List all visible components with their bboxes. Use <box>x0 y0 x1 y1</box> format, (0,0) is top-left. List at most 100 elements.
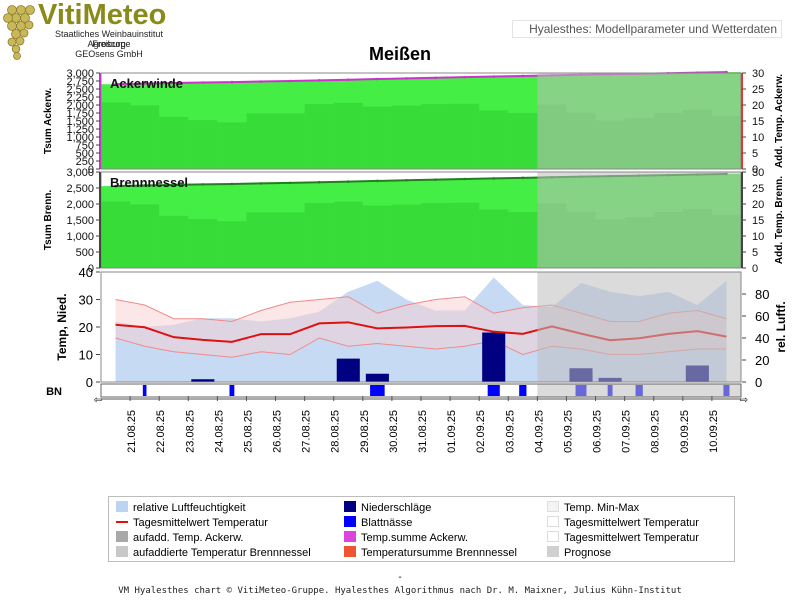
tsum-point <box>376 179 379 183</box>
plot-border <box>100 271 742 383</box>
legend-swatch <box>344 546 356 557</box>
daily-temp-bar <box>391 105 421 169</box>
daily-temp-bar <box>217 221 247 268</box>
legend-item: Temperatursumme Brennnessel <box>344 546 517 560</box>
y-tick-label-left: 40 <box>79 265 93 280</box>
precip-bar <box>365 373 389 382</box>
y-tick-label-left: 20 <box>79 320 93 335</box>
grape-logo-icon <box>3 5 35 60</box>
scroll-left-icon: ⇦ <box>94 395 102 406</box>
daily-temp-bar <box>130 105 160 169</box>
logo-line-2: Agroscope <box>87 39 131 49</box>
daily-temp-bar <box>421 104 451 169</box>
logo-line-3: GEOsens GmbH <box>75 49 143 59</box>
y-axis-label-right: Add. Temp. Brenn. <box>774 176 785 264</box>
scroll-right-icon: ⇨ <box>740 395 748 406</box>
bn-label: BN <box>46 386 62 398</box>
legend-swatch <box>547 516 559 527</box>
y-tick-label-left: 0 <box>88 263 94 275</box>
panel-label: Brennnessel <box>110 175 188 190</box>
tsum-point <box>172 183 176 187</box>
tsum-point <box>434 178 437 181</box>
x-tick-label: 04.09.25 <box>533 410 545 453</box>
daily-temp-bar <box>130 204 160 268</box>
legend-swatch <box>344 501 356 512</box>
y-tick-label-left: 30 <box>79 293 93 308</box>
chart-canvas: Ackerwinde02505007501,0001,2501,5001,750… <box>43 68 788 453</box>
legend-label: Tagesmittelwert Temperatur <box>564 517 699 529</box>
chart-title: Meißen <box>368 44 431 64</box>
leaf-wetness-bar <box>487 385 500 396</box>
tsum-point <box>434 76 437 80</box>
daily-temp-bar <box>275 113 305 169</box>
legend-swatch <box>547 531 559 542</box>
y-tick-label-left: 500 <box>76 247 94 259</box>
y-tick-label-right: 5 <box>752 148 758 160</box>
y-tick-label-left: 0 <box>86 375 93 390</box>
tsum-point <box>405 77 408 80</box>
daily-temp-bar <box>391 204 421 268</box>
y-tick-label-left: 2,750 <box>66 76 94 88</box>
tsum-point <box>143 184 146 187</box>
daily-temp-bar <box>362 205 392 268</box>
tsum-point <box>143 82 146 85</box>
x-tick-label: 29.08.25 <box>359 410 371 453</box>
y-tick-label-right: 30 <box>752 167 764 179</box>
x-tick-label: 06.09.25 <box>592 410 604 453</box>
y-tick-label-right: 15 <box>752 116 764 128</box>
y-tick-label-left: 0 <box>88 164 94 176</box>
y-tick-label-left: 2,000 <box>66 100 94 112</box>
x-tick-label: 22.08.25 <box>155 410 167 453</box>
x-tick-label: 23.08.25 <box>184 410 196 453</box>
y-tick-label-right: 20 <box>752 199 764 211</box>
tsum-point <box>317 79 321 82</box>
y-axis-label-right: rel. Luftf. <box>774 301 788 352</box>
daily-temp-bar <box>508 113 538 169</box>
tsum-point <box>201 183 205 186</box>
x-tick-label: 21.08.25 <box>126 410 138 453</box>
y-tick-label-left: 1,500 <box>66 215 94 227</box>
daily-temp-bar <box>304 203 334 268</box>
chart-axes: Ackerwinde02505007501,0001,2501,5001,750… <box>43 68 788 453</box>
legend-swatch <box>116 546 128 557</box>
y-axis-label-left: Tsum Ackerw. <box>43 88 54 155</box>
x-tick-label: 01.09.25 <box>446 410 458 453</box>
x-tick-label: 26.08.25 <box>272 410 284 453</box>
x-tick-label: 24.08.25 <box>213 410 225 453</box>
daily-temp-bar <box>159 116 189 169</box>
legend-label: relative Luftfeuchtigkeit <box>133 502 246 514</box>
legend-label: Niederschläge <box>361 502 432 514</box>
legend-label: Temp.summe Ackerw. <box>361 532 468 544</box>
daily-temp-bar <box>188 120 218 169</box>
x-tick-label: 09.09.25 <box>679 410 691 453</box>
daily-temp-bar <box>333 201 363 268</box>
legend-label: Tagesmittelwert Temperatur <box>133 517 268 529</box>
daily-temp-bar <box>188 219 218 268</box>
footer-credit: VM Hyalesthes chart © VitiMeteo-Gruppe. … <box>118 586 682 596</box>
forecast-shade <box>537 73 741 169</box>
footer-dash: - <box>398 572 402 583</box>
chart-panels <box>100 70 742 398</box>
tsum-point <box>288 79 292 83</box>
y-tick-label-left: 2,500 <box>66 84 94 96</box>
daily-temp-bar <box>304 104 334 169</box>
daily-temp-bar <box>479 110 509 169</box>
panel-label: Ackerwinde <box>110 76 183 91</box>
y-tick-label-left: 10 <box>79 348 93 363</box>
y-tick-label-right: 60 <box>755 309 769 324</box>
precip-bar <box>482 332 506 382</box>
y-tick-label-right: 25 <box>752 183 764 195</box>
tsum-point <box>492 177 496 180</box>
tsum-point <box>230 80 234 84</box>
y-tick-label-right: 0 <box>752 164 758 176</box>
x-tick-label: 03.09.25 <box>504 410 516 453</box>
legend: relative Luftfeuchtigkeit Tagesmittelwert… <box>108 496 735 562</box>
y-tick-label-left: 500 <box>76 148 94 160</box>
y-tick-label-left: 1,250 <box>66 124 94 136</box>
tsum-point <box>317 180 321 184</box>
daily-temp-bar <box>159 215 189 268</box>
leaf-wetness-bar <box>229 385 235 396</box>
y-axis-label-left: Temp, Nied. <box>55 293 69 360</box>
legend-item: aufaddierte Temperatur Brennnessel <box>116 546 311 560</box>
x-tick-label: 07.09.25 <box>621 410 633 453</box>
